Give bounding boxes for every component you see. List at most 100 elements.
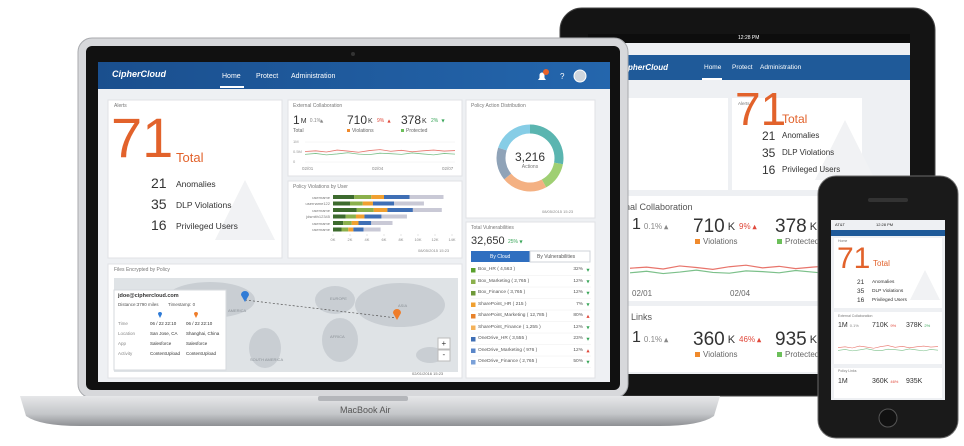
- row-pct: 32%: [573, 267, 583, 272]
- panel: [592, 196, 862, 301]
- trend-arrow: [586, 337, 590, 341]
- timestamp: 02/01/2016 15:23: [412, 371, 444, 376]
- bar-segment: [343, 221, 352, 225]
- alert-label: DLP Violations: [782, 148, 835, 157]
- stat-change: 46%: [890, 379, 899, 384]
- tab-label: By Cloud: [490, 253, 511, 260]
- stat-label: Protected: [406, 127, 428, 134]
- table-cell: San Jose, CA: [150, 331, 178, 336]
- panel-title: Total Vulnerabilities: [471, 225, 514, 231]
- row-pct: 80%: [573, 313, 583, 318]
- info-card: [113, 289, 227, 371]
- donut-segment: [529, 124, 564, 165]
- bar-segment: [358, 221, 372, 225]
- stat-value: 378: [401, 113, 422, 127]
- bar-segment: [355, 214, 365, 219]
- alert-number: 16: [762, 163, 776, 177]
- row-pct: 12%: [573, 290, 583, 295]
- bar-segment: [356, 208, 374, 212]
- x-tick-label: 02/01: [302, 166, 314, 171]
- trend-arrow: [586, 360, 590, 364]
- legend-key: [777, 352, 782, 357]
- stat-value: 360K: [872, 378, 889, 385]
- row-pct: 50%: [573, 359, 583, 364]
- stat-label: Total: [293, 127, 304, 134]
- row-name: Box_Marketing ( 2,765 ): [478, 278, 530, 284]
- table-cell: Location: [118, 331, 136, 336]
- home-button[interactable]: [878, 408, 898, 428]
- bar-segment: [363, 227, 381, 232]
- timestamp: 08/05/2015 15:23: [418, 248, 450, 253]
- nav-item: Protect: [256, 73, 279, 80]
- donut-segment: [504, 173, 547, 192]
- bar-segment: [387, 208, 413, 212]
- trend-line: [837, 348, 939, 352]
- row-pct: 12%: [573, 347, 583, 353]
- donut-total: 3,216: [514, 150, 546, 164]
- panel-title: Policy Violations by User: [293, 184, 348, 190]
- stat-label: Violations: [703, 237, 738, 246]
- zoom-button[interactable]: [437, 337, 451, 350]
- route: [244, 299, 398, 319]
- row-name: OneDrive_Marketing ( 976 ): [478, 347, 538, 353]
- stat-value: 1: [632, 329, 641, 346]
- row-name: OneDrive_HR ( 3,555 ): [478, 336, 528, 341]
- bar-segment: [348, 227, 354, 232]
- trend-arrow: [586, 349, 590, 353]
- bar-segment: [345, 214, 356, 219]
- stat-label: Protected: [785, 350, 820, 359]
- row-pct: 12%: [573, 324, 583, 330]
- row-name: SharePoint_Finance ( 1,255 ): [478, 324, 541, 330]
- legend-key: [695, 352, 700, 357]
- trend-line: [304, 149, 456, 153]
- trend-arrow: [586, 291, 590, 295]
- bar-segment: [354, 195, 372, 199]
- stat-label: Violations: [703, 350, 738, 359]
- alert-label: Anomalies: [872, 280, 895, 285]
- stat-value: 710K: [872, 322, 889, 329]
- stat-value: 378K: [906, 322, 923, 329]
- panel: [834, 368, 942, 398]
- legend-key: [777, 239, 782, 244]
- stat-unit: K: [422, 118, 427, 125]
- alert-label: DLP Violations: [872, 289, 904, 294]
- alert-number: 35: [151, 196, 167, 212]
- stat-change: 0.1%: [849, 323, 859, 328]
- status-bar: [588, 34, 910, 43]
- timestamp: 08/05/2015 15:23: [542, 209, 574, 214]
- nav-item: Administration: [291, 73, 336, 80]
- bar-segment: [364, 214, 382, 219]
- nav-underline: [220, 86, 244, 88]
- vuln-change: 25%: [508, 239, 519, 245]
- tab-active: [471, 251, 530, 262]
- stat-value: 935: [775, 329, 807, 350]
- stat-unit: K: [727, 221, 736, 233]
- stat-value: 710: [347, 113, 368, 127]
- x-tick-label: 02/01: [632, 289, 653, 298]
- table-cell: Salesforce: [150, 341, 172, 346]
- stat-change: 9%: [739, 222, 751, 231]
- table-cell: 06 / 22 22:10: [150, 321, 177, 326]
- bar-segment: [333, 208, 357, 212]
- trend-arrow: [586, 314, 590, 318]
- nav-bar: [98, 62, 610, 89]
- row-name: SharePoint_Marketing ( 12,785 ): [478, 313, 548, 318]
- table-cell: Salesforce: [186, 341, 208, 346]
- table-cell: Shanghai, China: [186, 331, 220, 336]
- stat-change: 46%: [739, 335, 756, 344]
- stat-change: 0.1%: [309, 118, 322, 124]
- alert-label: DLP Violations: [176, 200, 232, 210]
- bar-segment: [353, 227, 364, 232]
- stat-unit: K: [727, 334, 736, 346]
- stat-change: 0.1%: [643, 335, 663, 344]
- bar-segment: [409, 195, 444, 199]
- zoom-button[interactable]: [437, 349, 451, 362]
- checkbox: [471, 360, 476, 365]
- nav-item: Protect: [732, 64, 753, 71]
- x-tick-label: 02/04: [372, 166, 384, 171]
- stat-value: 710: [693, 216, 725, 237]
- marker: [241, 291, 249, 302]
- panel-title: Policy Links: [838, 369, 857, 373]
- stat-value: 1: [293, 113, 300, 127]
